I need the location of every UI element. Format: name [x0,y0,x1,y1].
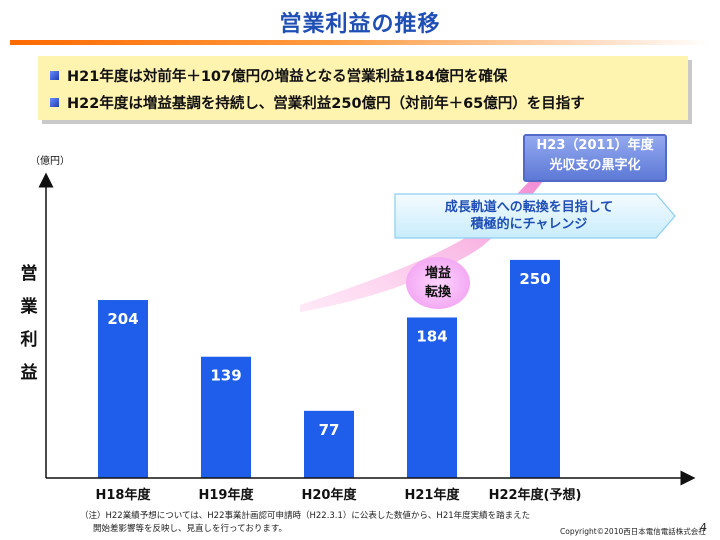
copyright: Copyright©2010西日本電信電話株式会社 [560,527,706,536]
y-axis-label: 営業利益 [14,258,44,390]
footnote-line: 開始差影響等を反映し、見直しを行っております。 [93,524,287,534]
square-bullet-icon [50,71,59,80]
y-axis-label-char: 益 [20,363,38,383]
bullet-text: H22年度は増益基調を持続し、営業利益250億円（対前年＋65億円）を目指す [67,96,585,112]
title-underline [10,40,710,45]
y-axis-label-char: 営 [20,264,38,284]
arrow-callout-text: 成長軌道への転換を目指して 積極的にチャレンジ [394,199,664,233]
y-axis-label-char: 業 [20,297,38,317]
footnote-line: （注）H22業績予想については、H22事業計画認可申請時（H22.3.1）に公表… [80,511,531,521]
bar-H21年度 [407,317,457,478]
square-bullet-icon [50,98,59,107]
growth-swoosh [300,160,560,312]
bar-H22年度(予想) [510,259,560,478]
y-axis-unit: （億円） [30,156,70,167]
bar-H20年度 [304,410,354,478]
x-tick-label: H19年度 [199,487,255,503]
x-tick-label: H22年度(予想) [489,487,582,503]
x-tick-label: H18年度 [96,487,152,503]
x-tick-labels: H18年度 H19年度 H20年度 H21年度 H22年度(予想) [96,487,582,503]
bar-H18年度 [98,300,148,478]
bar-value-label: 77 [319,421,340,439]
h23-callout-line: H23（2011）年度 [536,138,654,153]
footnote: （注）H22業績予想については、H22事業計画認可申請時（H22.3.1）に公表… [80,510,530,536]
bar-value-label: 184 [416,327,447,345]
bubble-line: 転換 [424,285,451,300]
profit-turn-bubble: 増益 転換 [406,257,470,309]
bar-H19年度 [201,356,251,478]
x-tick-label: H20年度 [302,487,358,503]
challenge-arrow-callout: 成長軌道への転換を目指して 積極的にチャレンジ [394,193,676,239]
bullet-item: H21年度は対前年＋107億円の増益となる営業利益184億円を確保 [50,65,507,86]
bar-value-label: 139 [210,367,241,385]
arrow-callout-line: 積極的にチャレンジ [470,217,588,232]
arrow-shape-icon [394,193,676,239]
arrow-callout-line: 成長軌道への転換を目指して [444,200,614,215]
bar-value-label: 204 [107,310,138,328]
h23-callout: H23（2011）年度 光収支の黒字化 [523,134,667,182]
bar-series: 204 139 77 184 250 [98,259,560,478]
page-title: 営業利益の推移 [279,12,441,37]
h23-callout-line: 光収支の黒字化 [549,158,641,173]
summary-box: H21年度は対前年＋107億円の増益となる営業利益184億円を確保 H22年度は… [38,56,688,120]
bubble-line: 増益 [424,266,451,281]
page-number: 4 [700,521,707,534]
bullet-text: H21年度は対前年＋107億円の増益となる営業利益184億円を確保 [67,69,508,85]
x-tick-label: H21年度 [405,487,461,503]
y-axis-label-char: 利 [20,330,38,350]
bar-value-label: 250 [519,270,550,288]
bullet-item: H22年度は増益基調を持続し、営業利益250億円（対前年＋65億円）を目指す [50,92,585,113]
